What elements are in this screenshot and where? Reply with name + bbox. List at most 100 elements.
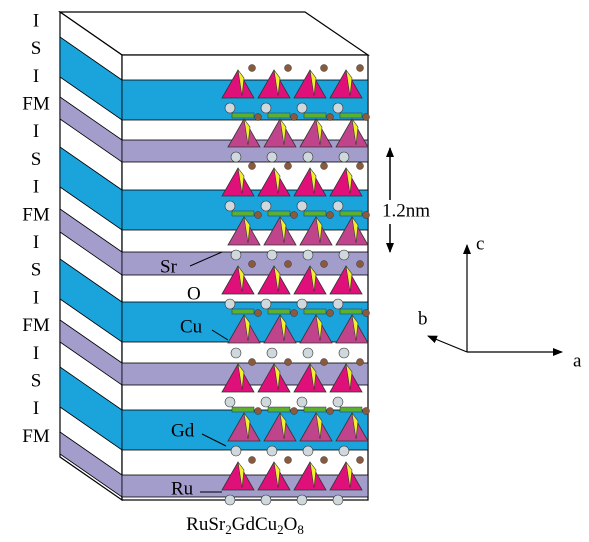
atom [231,348,241,358]
atom [225,299,235,309]
atom [267,348,277,358]
atom [297,397,307,407]
atom [231,152,241,162]
atom [285,261,292,268]
atom [339,348,349,358]
atom [297,299,307,309]
axis-label: a [573,350,582,371]
atom [249,457,256,464]
atom [363,212,370,219]
atom [357,163,364,170]
atom-label: Sr [160,256,178,277]
layer-label: FM [22,204,50,225]
atom [363,114,370,121]
atom [225,397,235,407]
atom [357,261,364,268]
layer-label: FM [22,93,50,114]
plane [340,113,362,118]
atom [321,261,328,268]
plane [268,113,290,118]
atom [249,261,256,268]
atom [261,201,271,211]
plane [268,407,290,412]
atom [321,457,328,464]
atom [267,250,277,260]
atom [225,201,235,211]
atom [285,457,292,464]
formula-part: O [284,514,298,535]
plane [304,309,326,314]
formula: RuSr2GdCu2O8 [186,514,304,537]
atom [297,201,307,211]
axis-label: c [476,233,484,254]
atom [333,103,343,113]
layer-label: S [31,38,42,59]
atom [267,152,277,162]
atom [327,310,334,317]
atom [261,495,271,505]
atom [363,310,370,317]
atom [303,152,313,162]
atom [303,446,313,456]
layer-label: S [31,370,42,391]
atom [231,446,241,456]
atom [321,359,328,366]
atom [339,152,349,162]
atom [363,408,370,415]
plane [304,113,326,118]
atom [333,495,343,505]
atom [285,163,292,170]
atom [321,163,328,170]
atom [333,201,343,211]
atom [267,446,277,456]
layer-label: FM [22,315,50,336]
atom [261,103,271,113]
atom [339,250,349,260]
atom [357,457,364,464]
atom [321,65,328,72]
atom [225,103,235,113]
atom [291,114,298,121]
atom [291,212,298,219]
layer-label: S [31,149,42,170]
scale-bar: 1.2nm [382,148,430,252]
atom-label: Ru [171,478,194,499]
layer-label: I [33,66,39,87]
atom [327,114,334,121]
axis-b [428,336,467,352]
atom [261,299,271,309]
plane [340,211,362,216]
layer-label: I [33,177,39,198]
atom [261,397,271,407]
layer-label: FM [22,426,50,447]
atom [357,359,364,366]
formula-part: GdCu [232,514,278,535]
atom [285,359,292,366]
atom [255,408,262,415]
plane [340,407,362,412]
layer-label: I [33,343,39,364]
layer-label: S [31,260,42,281]
atom [327,212,334,219]
atom [255,212,262,219]
plane [304,407,326,412]
formula-sub: 8 [297,522,304,537]
layer-label: I [33,10,39,31]
plane [304,211,326,216]
atom [357,65,364,72]
atom [297,495,307,505]
axis-label: b [418,308,428,329]
atom [333,397,343,407]
atom [249,163,256,170]
atom [339,446,349,456]
atom [333,299,343,309]
atom [225,495,235,505]
formula-part: RuSr [186,514,226,535]
front-band [122,252,368,275]
atom [291,310,298,317]
atom [327,408,334,415]
atom-label: O [187,283,201,304]
plane [340,309,362,314]
atom [303,348,313,358]
